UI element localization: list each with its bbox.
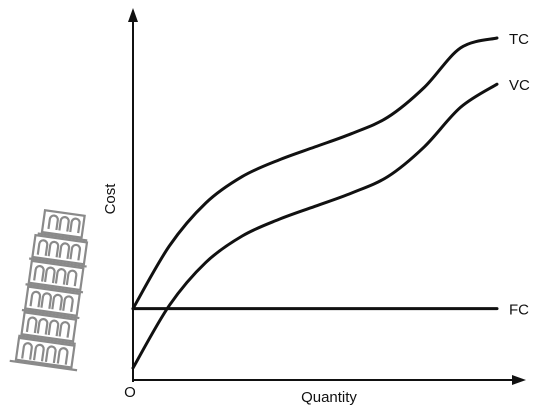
y-axis-label: Cost	[102, 183, 119, 215]
series-line-vc	[131, 82, 499, 370]
leaning-tower-icon	[9, 209, 89, 372]
series-layer: TC VC FC	[131, 31, 530, 370]
origin-label: O	[124, 384, 136, 401]
series-line-tc	[131, 36, 499, 311]
x-axis-label: Quantity	[301, 389, 357, 406]
series-label-tc: TC	[509, 31, 529, 48]
x-axis-arrow	[512, 375, 526, 385]
y-axis-arrow	[128, 8, 138, 22]
series-label-vc: VC	[509, 77, 530, 94]
series-label-fc: FC	[509, 302, 529, 319]
